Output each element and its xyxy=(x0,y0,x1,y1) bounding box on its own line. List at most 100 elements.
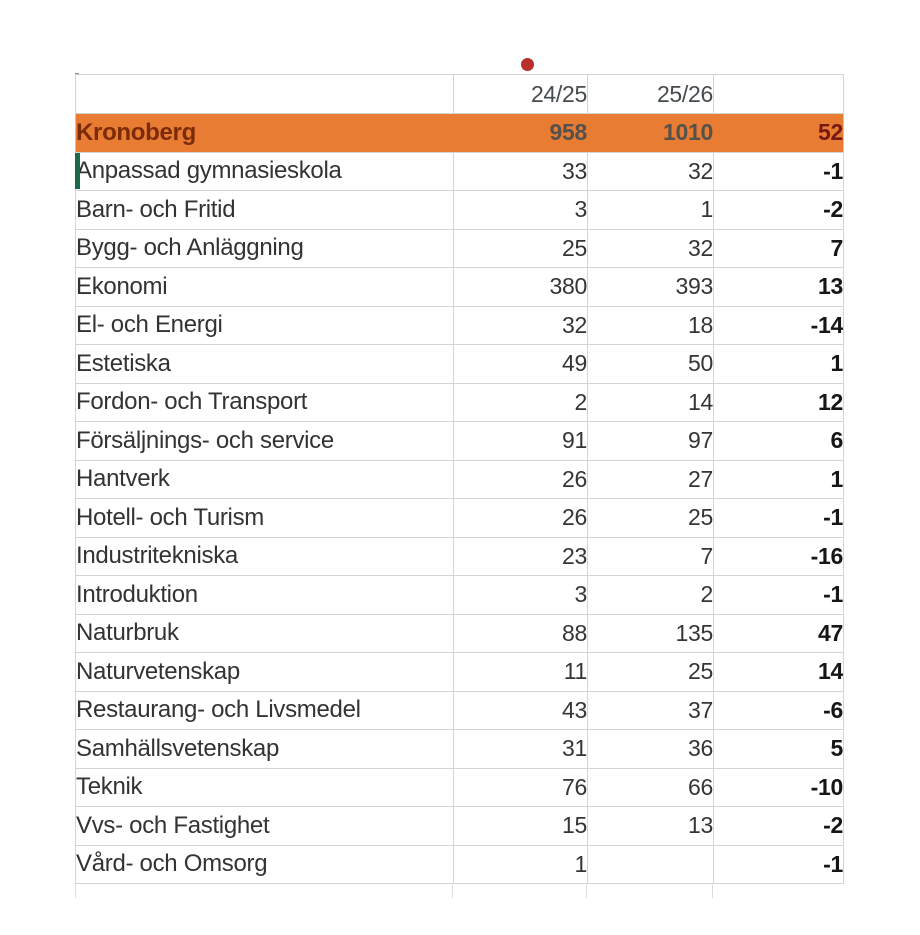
value-2526-cell[interactable]: 97 xyxy=(587,421,714,461)
value-2526-cell[interactable]: 393 xyxy=(587,267,714,307)
table-row[interactable]: Naturvetenskap 11 25 14 xyxy=(75,652,844,692)
value-2526-cell[interactable]: 66 xyxy=(587,767,714,807)
diff-cell[interactable]: 1 xyxy=(713,459,844,499)
table-row[interactable]: Hotell- och Turism 26 25 -1 xyxy=(75,498,844,538)
table-row[interactable]: Anpassad gymnasieskola 33 32 -1 xyxy=(75,151,844,191)
value-2425-cell[interactable]: 1 xyxy=(453,844,588,884)
value-2526-cell[interactable]: 14 xyxy=(587,382,714,422)
table-row[interactable]: Hantverk 26 27 1 xyxy=(75,459,844,499)
value-2526-cell[interactable]: 13 xyxy=(587,806,714,846)
table-row[interactable]: Ekonomi 380 393 13 xyxy=(75,267,844,307)
value-2425-cell[interactable]: 76 xyxy=(453,767,588,807)
value-2425-cell[interactable]: 25 xyxy=(453,228,588,268)
value-2425-cell[interactable]: 88 xyxy=(453,613,588,653)
diff-cell[interactable]: 14 xyxy=(713,652,844,692)
table-row[interactable]: Estetiska 49 50 1 xyxy=(75,344,844,384)
diff-cell[interactable]: 13 xyxy=(713,267,844,307)
value-2425-cell[interactable]: 43 xyxy=(453,690,588,730)
value-2425-cell[interactable]: 49 xyxy=(453,344,588,384)
program-name-cell[interactable]: Estetiska xyxy=(75,344,454,384)
value-2425-cell[interactable]: 23 xyxy=(453,536,588,576)
value-2526-cell[interactable]: 135 xyxy=(587,613,714,653)
program-name-cell[interactable]: Teknik xyxy=(75,767,454,807)
value-2425-cell[interactable]: 31 xyxy=(453,729,588,769)
program-name-cell[interactable]: El- och Energi xyxy=(75,305,454,345)
header-diff-cell[interactable] xyxy=(713,74,844,114)
summary-row[interactable]: Kronoberg 958 1010 52 xyxy=(75,113,844,153)
value-2425-cell[interactable]: 2 xyxy=(453,382,588,422)
value-2425-cell[interactable]: 15 xyxy=(453,806,588,846)
table-row[interactable]: Barn- och Fritid 3 1 -2 xyxy=(75,190,844,230)
value-2526-cell[interactable]: 18 xyxy=(587,305,714,345)
value-2526-cell[interactable]: 27 xyxy=(587,459,714,499)
diff-cell[interactable]: 1 xyxy=(713,344,844,384)
diff-cell[interactable]: -1 xyxy=(713,151,844,191)
diff-cell[interactable]: -6 xyxy=(713,690,844,730)
program-name-cell[interactable]: Bygg- och Anläggning xyxy=(75,228,454,268)
summary-2526-cell[interactable]: 1010 xyxy=(587,113,714,153)
table-row[interactable]: Industritekniska 23 7 -16 xyxy=(75,536,844,576)
program-name-cell[interactable]: Hantverk xyxy=(75,459,454,499)
diff-cell[interactable]: -16 xyxy=(713,536,844,576)
value-2425-cell[interactable]: 380 xyxy=(453,267,588,307)
value-2526-cell[interactable]: 2 xyxy=(587,575,714,615)
summary-diff-cell[interactable]: 52 xyxy=(713,113,844,153)
value-2526-cell[interactable]: 32 xyxy=(587,228,714,268)
diff-cell[interactable]: 47 xyxy=(713,613,844,653)
table-row[interactable]: El- och Energi 32 18 -14 xyxy=(75,305,844,345)
value-2526-cell[interactable]: 7 xyxy=(587,536,714,576)
program-name-cell[interactable]: Vård- och Omsorg xyxy=(75,844,454,884)
value-2526-cell[interactable]: 36 xyxy=(587,729,714,769)
diff-cell[interactable]: 6 xyxy=(713,421,844,461)
program-name-cell[interactable]: Fordon- och Transport xyxy=(75,382,454,422)
value-2425-cell[interactable]: 11 xyxy=(453,652,588,692)
value-2425-cell[interactable]: 91 xyxy=(453,421,588,461)
header-year-24-25[interactable]: 24/25 xyxy=(453,74,588,114)
program-name-cell[interactable]: Samhällsvetenskap xyxy=(75,729,454,769)
program-name-cell[interactable]: Barn- och Fritid xyxy=(75,190,454,230)
table-row[interactable]: Bygg- och Anläggning 25 32 7 xyxy=(75,228,844,268)
summary-2425-cell[interactable]: 958 xyxy=(453,113,588,153)
value-2526-cell[interactable]: 37 xyxy=(587,690,714,730)
value-2425-cell[interactable]: 33 xyxy=(453,151,588,191)
diff-cell[interactable]: -1 xyxy=(713,575,844,615)
program-name-cell[interactable]: Hotell- och Turism xyxy=(75,498,454,538)
program-name-cell[interactable]: Introduktion xyxy=(75,575,454,615)
value-2425-cell[interactable]: 3 xyxy=(453,575,588,615)
value-2526-cell[interactable]: 32 xyxy=(587,151,714,191)
program-name-cell[interactable]: Vvs- och Fastighet xyxy=(75,806,454,846)
table-row[interactable]: Försäljnings- och service 91 97 6 xyxy=(75,421,844,461)
diff-cell[interactable]: 7 xyxy=(713,228,844,268)
diff-cell[interactable]: 5 xyxy=(713,729,844,769)
table-row[interactable]: Fordon- och Transport 2 14 12 xyxy=(75,382,844,422)
value-2526-cell[interactable]: 50 xyxy=(587,344,714,384)
diff-cell[interactable]: -1 xyxy=(713,844,844,884)
program-name-cell[interactable]: Anpassad gymnasieskola xyxy=(75,151,454,191)
header-empty-cell[interactable] xyxy=(75,74,454,114)
table-row[interactable]: Teknik 76 66 -10 xyxy=(75,767,844,807)
summary-label-cell[interactable]: Kronoberg xyxy=(75,113,454,153)
table-row[interactable]: Introduktion 3 2 -1 xyxy=(75,575,844,615)
program-name-cell[interactable]: Naturvetenskap xyxy=(75,652,454,692)
program-name-cell[interactable]: Industritekniska xyxy=(75,536,454,576)
table-row[interactable]: Samhällsvetenskap 31 36 5 xyxy=(75,729,844,769)
value-2425-cell[interactable]: 32 xyxy=(453,305,588,345)
program-name-cell[interactable]: Naturbruk xyxy=(75,613,454,653)
value-2425-cell[interactable]: 26 xyxy=(453,498,588,538)
value-2425-cell[interactable]: 26 xyxy=(453,459,588,499)
program-name-cell[interactable]: Ekonomi xyxy=(75,267,454,307)
value-2526-cell[interactable]: 25 xyxy=(587,498,714,538)
value-2526-cell[interactable]: 25 xyxy=(587,652,714,692)
program-name-cell[interactable]: Försäljnings- och service xyxy=(75,421,454,461)
value-2526-cell[interactable] xyxy=(587,844,714,884)
header-year-25-26[interactable]: 25/26 xyxy=(587,74,714,114)
diff-cell[interactable]: -1 xyxy=(713,498,844,538)
diff-cell[interactable]: -10 xyxy=(713,767,844,807)
diff-cell[interactable]: 12 xyxy=(713,382,844,422)
table-row[interactable]: Restaurang- och Livsmedel 43 37 -6 xyxy=(75,690,844,730)
program-name-cell[interactable]: Restaurang- och Livsmedel xyxy=(75,690,454,730)
table-row[interactable]: Vård- och Omsorg 1 -1 xyxy=(75,844,844,884)
diff-cell[interactable]: -14 xyxy=(713,305,844,345)
table-row[interactable]: Naturbruk 88 135 47 xyxy=(75,613,844,653)
diff-cell[interactable]: -2 xyxy=(713,806,844,846)
